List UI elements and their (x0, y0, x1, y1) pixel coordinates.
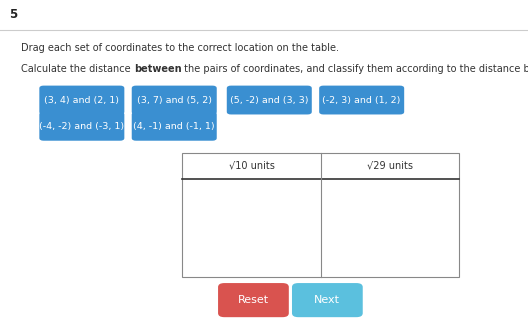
Text: (-4, -2) and (-3, 1): (-4, -2) and (-3, 1) (39, 122, 125, 131)
Text: (4, -1) and (-1, 1): (4, -1) and (-1, 1) (134, 122, 215, 131)
FancyBboxPatch shape (319, 86, 404, 114)
FancyBboxPatch shape (218, 283, 289, 317)
FancyBboxPatch shape (227, 86, 312, 114)
Text: √29 units: √29 units (367, 161, 413, 171)
Text: 5: 5 (10, 8, 18, 21)
Bar (182, 153, 459, 277)
Text: (5, -2) and (3, 3): (5, -2) and (3, 3) (230, 95, 308, 105)
Text: the pairs of coordinates, and classify them according to the distance between th: the pairs of coordinates, and classify t… (182, 64, 528, 74)
Text: (-2, 3) and (1, 2): (-2, 3) and (1, 2) (323, 95, 401, 105)
FancyBboxPatch shape (132, 112, 217, 141)
Text: Drag each set of coordinates to the correct location on the table.: Drag each set of coordinates to the corr… (21, 43, 339, 52)
FancyBboxPatch shape (132, 86, 217, 114)
FancyBboxPatch shape (40, 86, 125, 114)
Text: √10 units: √10 units (229, 161, 275, 171)
FancyBboxPatch shape (40, 112, 125, 141)
Text: (3, 7) and (5, 2): (3, 7) and (5, 2) (137, 95, 212, 105)
Text: Reset: Reset (238, 295, 269, 305)
FancyBboxPatch shape (292, 283, 363, 317)
Text: Next: Next (314, 295, 341, 305)
Text: (3, 4) and (2, 1): (3, 4) and (2, 1) (44, 95, 119, 105)
Text: Calculate the distance: Calculate the distance (21, 64, 134, 74)
Text: between: between (134, 64, 182, 74)
